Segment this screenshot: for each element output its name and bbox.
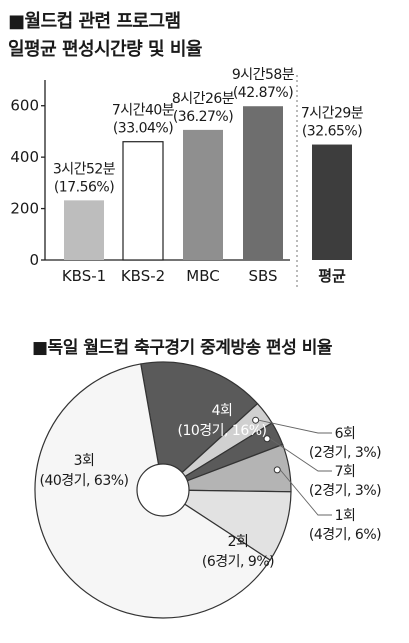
bar (183, 129, 223, 260)
pie-slice-detail: (10경기, 16%) (177, 423, 266, 439)
leader-line (269, 438, 332, 472)
bar (64, 200, 104, 260)
bar (122, 141, 164, 261)
bar-percent-label: (33.04%) (113, 121, 173, 137)
bar-percent-label: (36.27%) (173, 109, 233, 125)
bar-chart-title: ■월드컵 관련 프로그램 (8, 11, 181, 32)
pie-center-hole (136, 463, 190, 517)
leader-dot (252, 416, 260, 424)
bar-value-label: 7시간40분 (112, 103, 175, 119)
x-category-label: SBS (248, 267, 277, 285)
y-tick-label: 0 (29, 251, 39, 269)
bar (243, 106, 283, 260)
bar-value-label: 8시간26분 (172, 91, 235, 107)
bar-chart: 0 200 400 600 KBS-1 3시간52분 (17.56%) KBS-2 7시간40분… (10, 67, 364, 290)
x-category-label: MBC (186, 267, 219, 285)
leader-dot (273, 466, 281, 474)
bar-value-label: 7시간29분 (301, 106, 364, 122)
pie-slice-detail: (6경기, 9%) (202, 554, 274, 570)
x-category-label: KBS-1 (62, 267, 106, 285)
bar (312, 144, 352, 260)
y-tick-label: 200 (10, 200, 39, 218)
y-tick-label: 400 (10, 148, 39, 166)
bar-value-label: 9시간58분 (232, 67, 295, 83)
bar-percent-label: (17.56%) (54, 179, 114, 195)
pie-slice-label: 3회 (74, 453, 95, 469)
pie-slice-detail: (2경기, 3%) (309, 445, 381, 461)
leader-line (279, 469, 332, 516)
pie-slice-label: 2회 (228, 534, 249, 550)
bar-value-label: 3시간52분 (53, 161, 116, 177)
pie-slice-label: 4회 (212, 403, 233, 419)
leader-line (258, 419, 332, 434)
pie-chart-title: ■독일 월드컵 축구경기 중계방송 편성 비율 (32, 338, 333, 358)
pie-slice (140, 361, 259, 492)
x-category-label: 평균 (318, 267, 346, 285)
pie-slice-label: 7회 (335, 464, 356, 480)
y-tick-label: 600 (10, 97, 39, 115)
leader-dot (263, 435, 271, 443)
bar-chart-subtitle: 일평균 편성시간량 및 비율 (8, 39, 202, 60)
pie-slice-label: 6회 (335, 426, 356, 442)
pie-slice-detail: (4경기, 6%) (309, 527, 381, 543)
pie-slice-label: 1회 (335, 508, 356, 524)
bar-percent-label: (32.65%) (302, 124, 362, 140)
bar-percent-label: (42.87%) (233, 85, 293, 101)
x-category-label: KBS-2 (121, 267, 165, 285)
pie-slice-detail: (2경기, 3%) (309, 483, 381, 499)
pie-slice-detail: (40경기, 63%) (39, 473, 128, 489)
